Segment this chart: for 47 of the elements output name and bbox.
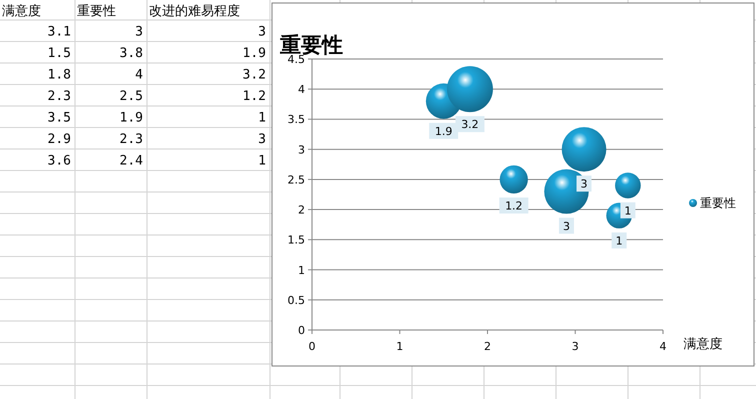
x-tick-label: 3	[572, 340, 579, 353]
text: 改进的难易程度	[149, 3, 240, 19]
data-label: 1.2	[505, 200, 523, 213]
y-tick-label: 2	[298, 204, 305, 217]
data-label: 1	[616, 234, 623, 248]
x-tick-label: 0	[308, 340, 316, 353]
y-tick-label: 3	[298, 143, 305, 156]
text: 1.5	[48, 46, 71, 61]
x-tick-label: 2	[484, 340, 491, 353]
data-label: 1.9	[434, 124, 452, 138]
legend-label: 重要性	[700, 196, 736, 210]
y-tick-label: 4	[298, 83, 305, 96]
text: 3.5	[48, 110, 71, 126]
x-tick-label: 1	[396, 340, 404, 353]
text: 3.6	[48, 154, 71, 168]
text: 3	[258, 132, 266, 147]
text: 3.8	[120, 46, 143, 61]
text: 1.8	[48, 68, 71, 82]
text: 3	[135, 24, 143, 40]
data-label: 3	[562, 220, 570, 233]
text: 3.2	[242, 68, 266, 82]
x-tick-label: 4	[660, 340, 666, 353]
text: 满意度	[2, 3, 41, 19]
data-label: 3.2	[461, 118, 479, 132]
text: 1.9	[242, 46, 266, 61]
text: 2.9	[48, 132, 71, 147]
text: 1	[258, 154, 266, 168]
y-tick-label: 0	[298, 324, 305, 337]
text: 1	[258, 110, 266, 126]
y-tick-label: 0.5	[288, 294, 305, 307]
text: 4	[135, 68, 144, 82]
text: 2.3	[120, 132, 143, 147]
text: 重要性	[77, 4, 116, 19]
y-tick-label: 1.5	[288, 234, 305, 247]
text: 2.3	[48, 89, 71, 104]
text: 1.2	[242, 89, 266, 104]
data-label: 1	[624, 204, 632, 218]
text: 3	[258, 24, 266, 40]
y-tick-label: 3.5	[288, 113, 305, 126]
text: 3.1	[48, 24, 71, 40]
data-label: 3	[580, 178, 588, 191]
text: 1.9	[120, 110, 143, 126]
y-tick-label: 1	[298, 264, 305, 277]
y-tick-label: 2.5	[288, 173, 305, 186]
x-axis-title: 满意度	[684, 336, 722, 352]
text: 2.5	[120, 89, 143, 104]
text: 2.4	[120, 154, 144, 168]
